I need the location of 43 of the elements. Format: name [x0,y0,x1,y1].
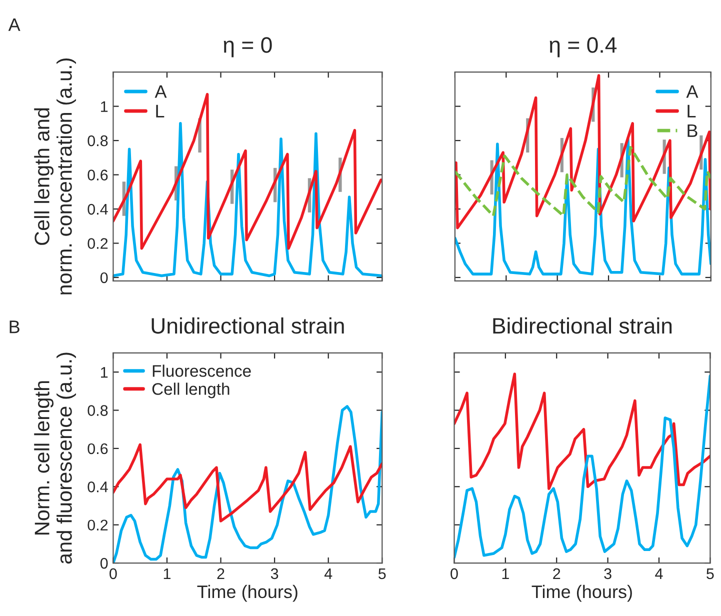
x-tick-label: 1 [502,568,509,579]
chart-title: Bidirectional strain [493,317,672,334]
x-tick-label: 0 [450,568,458,580]
legend-label: L [156,104,164,118]
legend-label: A [154,85,167,98]
legend-label: Cell length [152,382,230,398]
x-tick-label: 3 [604,568,612,580]
x-tick-label: 5 [706,568,714,580]
y-tick-label: 0.8 [88,405,108,416]
x-tick-label: 0 [110,568,117,580]
y-tick-label: 1 [101,101,108,112]
y-tick-label: 0 [100,558,108,569]
y-tick-label: 0.4 [88,204,108,215]
legend-label: Fluorescence [152,364,251,377]
text: B [10,320,20,334]
y-tick-label: 0 [100,272,108,284]
y-tick-label: 1 [101,367,108,378]
text: A [8,18,20,31]
legend-label: L [688,104,696,118]
x-tick-label: 3 [270,568,278,580]
x-axis-title: Time (hours) [197,584,298,602]
x-tick-label: 4 [324,568,332,579]
y-tick-label: 0.2 [88,520,108,531]
y-tick-label: 0.4 [88,482,108,492]
line-series [113,122,382,278]
x-tick-label: 2 [217,568,224,579]
chart-title: η = 0 [224,37,272,58]
y-tick-label: 0.6 [88,443,108,454]
y-tick-label: 0.6 [88,170,108,180]
y-axis-title: Norm. cell length and fluorescence (a.u.) [34,352,76,564]
y-tick-label: 0.2 [88,238,108,249]
legend-label: A [686,85,698,98]
x-axis-title: Time (hours) [532,584,632,602]
chart-title: η = 0.4 [550,37,617,58]
x-tick-label: 2 [553,568,560,579]
y-axis-title: Cell length and norm. concentration (a.u.) [34,58,76,294]
x-tick-label: 5 [378,568,386,580]
line-series [113,443,382,522]
y-tick-label: 0.8 [88,135,108,146]
x-tick-label: 4 [655,568,663,579]
x-tick-label: 1 [164,568,170,579]
chart-title: Unidirectional strain [152,317,344,334]
legend-label: B [688,124,698,137]
